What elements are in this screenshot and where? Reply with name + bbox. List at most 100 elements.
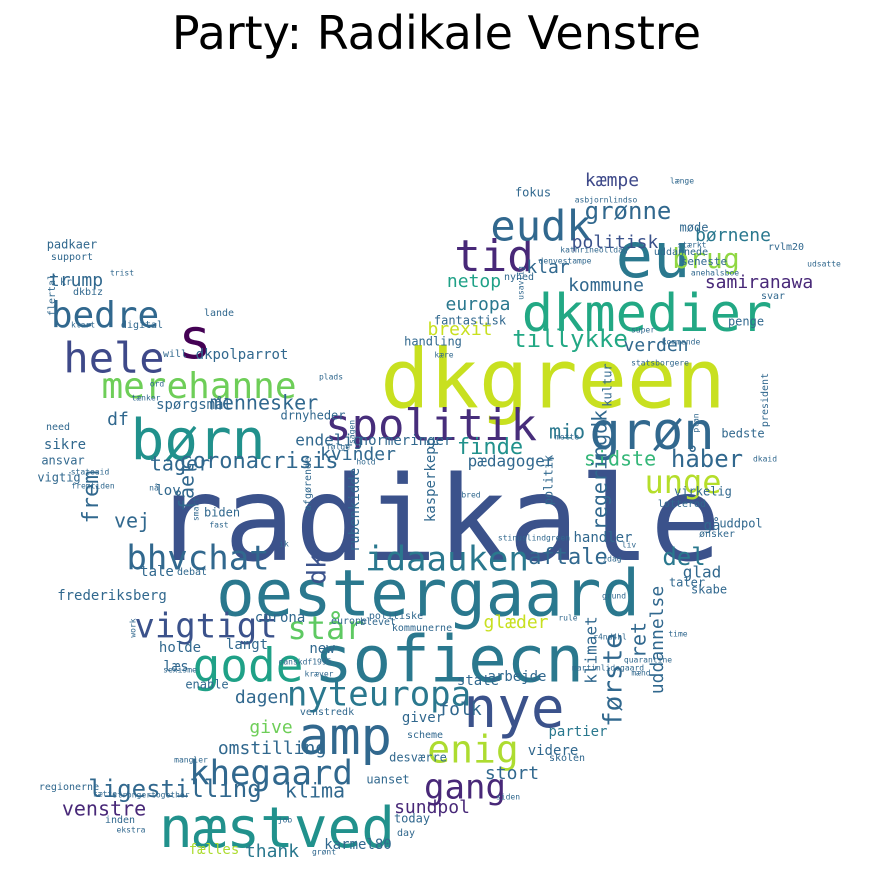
word-107: kultur bbox=[601, 363, 615, 406]
word-115: rvlm20 bbox=[768, 242, 804, 253]
word-51: samiranawa bbox=[705, 272, 813, 293]
word-71: glæder bbox=[483, 612, 548, 633]
word-156: stateaid bbox=[71, 468, 110, 477]
word-105: handling bbox=[404, 335, 462, 349]
word-92: langt bbox=[226, 637, 268, 653]
word-124: skolen bbox=[549, 753, 585, 764]
word-151: need bbox=[46, 422, 70, 433]
word-98: sikre bbox=[44, 437, 86, 453]
word-138: udsatte bbox=[807, 260, 841, 269]
word-167: idag bbox=[602, 555, 621, 564]
word-161: smart bbox=[192, 497, 201, 521]
word-68: folk bbox=[438, 699, 482, 720]
word-185: strongertogether bbox=[112, 791, 189, 800]
word-192: statsborgere bbox=[631, 359, 689, 368]
word-24: bhvchat bbox=[126, 539, 269, 579]
word-119: today bbox=[394, 812, 430, 826]
word-41: regeringdk bbox=[588, 410, 612, 530]
word-166: dkaid bbox=[753, 455, 777, 464]
word-36: ligestilling bbox=[88, 775, 261, 803]
word-159: fast bbox=[209, 521, 228, 530]
word-31: tillykke bbox=[512, 325, 628, 353]
word-28: brug bbox=[672, 242, 739, 275]
word-157: fremtiden bbox=[71, 482, 115, 491]
word-43: aftale bbox=[528, 545, 607, 570]
word-62: stort bbox=[485, 763, 539, 784]
word-110: spørgsmål bbox=[156, 396, 232, 413]
word-84: state bbox=[457, 673, 499, 689]
word-26: unge bbox=[644, 463, 721, 501]
word-183: mangler bbox=[174, 756, 208, 765]
word-114: seneste bbox=[681, 255, 727, 268]
word-104: penge bbox=[728, 315, 764, 329]
word-88: uddpol bbox=[719, 517, 762, 531]
word-144: trist bbox=[110, 269, 134, 278]
word-189: super bbox=[631, 326, 655, 335]
word-32: finde bbox=[457, 435, 523, 460]
word-1: dkgreen bbox=[380, 332, 726, 427]
word-127: time bbox=[668, 630, 687, 639]
word-65: give bbox=[249, 717, 292, 738]
word-61: klima bbox=[285, 779, 345, 803]
word-13: tid bbox=[454, 231, 533, 282]
word-75: kasperkepp bbox=[423, 438, 439, 522]
word-10: spolitik bbox=[325, 400, 537, 451]
word-152: plads bbox=[319, 373, 343, 382]
word-91: holde bbox=[159, 640, 201, 656]
word-188: siden bbox=[496, 793, 520, 802]
word-19: idaauken bbox=[365, 540, 529, 580]
word-145: flertal bbox=[47, 274, 58, 316]
word-176: martinlidegaard bbox=[572, 664, 644, 673]
word-169: stinuslindgreen bbox=[498, 534, 570, 543]
word-17: bedre bbox=[51, 295, 159, 336]
word-160: afgørende bbox=[303, 457, 314, 511]
word-148: will bbox=[163, 349, 187, 360]
word-181: venstredk bbox=[300, 707, 354, 718]
word-198: længe bbox=[670, 177, 694, 186]
word-93: new bbox=[309, 641, 335, 657]
word-77: normeringer bbox=[360, 433, 453, 449]
word-106: fantastisk bbox=[434, 314, 507, 328]
word-102: support bbox=[51, 252, 93, 263]
word-131: politik bbox=[542, 454, 556, 505]
word-37: trump bbox=[49, 270, 103, 291]
word-6: børn bbox=[131, 408, 266, 473]
word-130: president bbox=[760, 373, 771, 427]
word-118: ekstra bbox=[117, 826, 146, 835]
word-49: politisk bbox=[572, 232, 659, 253]
word-46: europa bbox=[445, 294, 510, 315]
word-86: handler bbox=[573, 530, 632, 546]
word-147: klart bbox=[71, 321, 95, 330]
word-187: grønt bbox=[312, 848, 336, 857]
word-96: frederiksberg bbox=[57, 588, 167, 604]
word-180: sexisme bbox=[163, 666, 197, 675]
word-165: plan bbox=[692, 413, 701, 432]
word-134: virkelig bbox=[674, 485, 732, 499]
word-95: tale bbox=[140, 564, 174, 580]
word-42: del bbox=[662, 543, 705, 571]
word-196: usavlig bbox=[517, 266, 526, 300]
word-8: nye bbox=[463, 676, 564, 741]
word-132: politiske bbox=[369, 611, 423, 622]
word-53: mennesker bbox=[210, 391, 318, 415]
word-87: gå bbox=[704, 517, 721, 534]
word-168: liv bbox=[622, 541, 637, 550]
word-190: kommende bbox=[662, 338, 701, 347]
chart-title: Party: Radikale Venstre bbox=[171, 6, 702, 60]
word-3: sofiecn bbox=[314, 624, 584, 698]
word-16: gode bbox=[193, 639, 304, 693]
word-63: sundpol bbox=[394, 797, 470, 818]
word-186: job bbox=[278, 816, 293, 825]
word-178: mænd bbox=[631, 669, 650, 678]
word-48: kommune bbox=[568, 275, 644, 296]
word-177: quarantine bbox=[624, 656, 672, 665]
word-85: glad bbox=[683, 563, 722, 582]
word-137: svar bbox=[761, 291, 785, 302]
word-40: første bbox=[599, 633, 629, 727]
word-97: biden bbox=[204, 506, 240, 520]
word-29: grønne bbox=[585, 197, 672, 225]
word-143: digital bbox=[121, 320, 163, 331]
word-70: ret bbox=[627, 622, 651, 658]
word-164: mette bbox=[555, 433, 579, 442]
